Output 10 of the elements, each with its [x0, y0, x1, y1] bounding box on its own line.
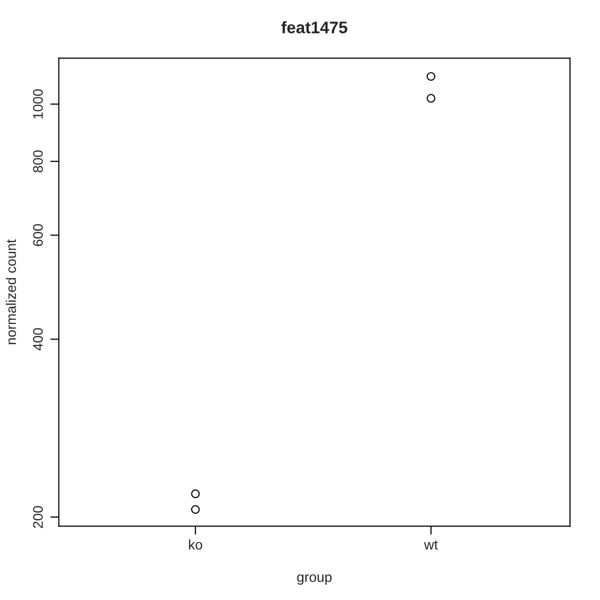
y-tick-label: 800	[33, 150, 43, 172]
y-tick-label: 600	[33, 224, 43, 246]
chart-title: feat1475	[281, 21, 348, 34]
x-tick-label: wt	[424, 540, 438, 550]
y-axis-title: normalized count	[6, 239, 16, 344]
x-axis-title: group	[297, 574, 332, 585]
y-tick-label: 1000	[33, 89, 43, 119]
y-tick-label: 200	[33, 506, 43, 528]
y-tick-label: 400	[33, 328, 43, 350]
x-tick-label: ko	[189, 539, 202, 550]
